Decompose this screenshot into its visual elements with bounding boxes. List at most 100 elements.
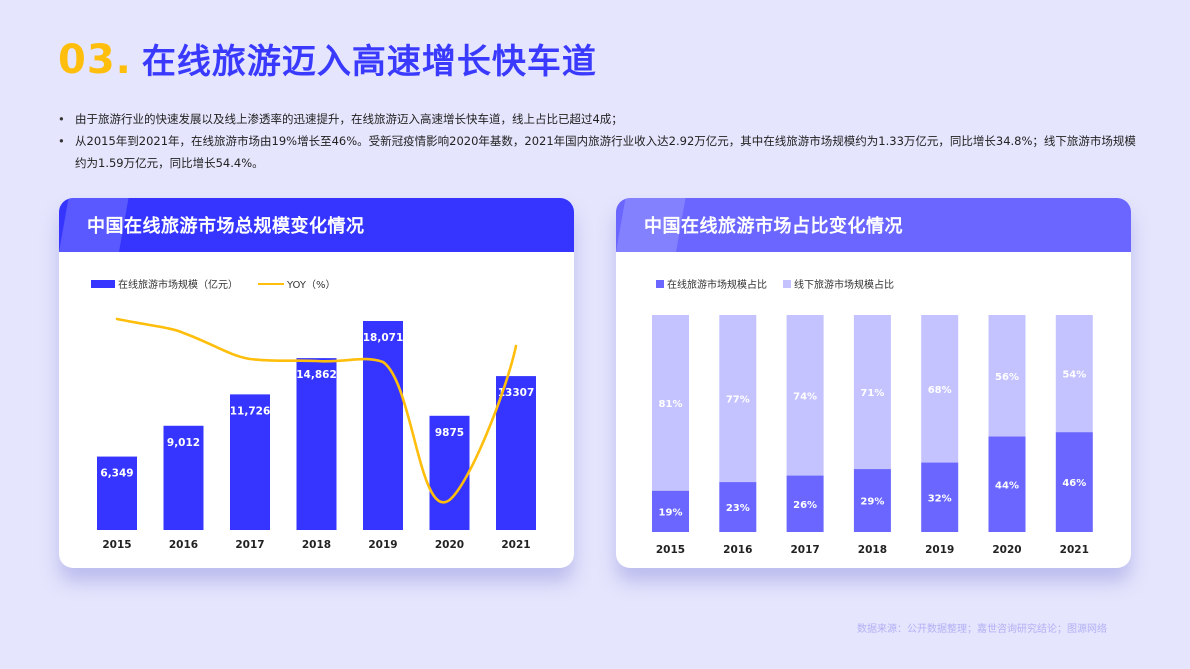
market-size-card: 中国在线旅游市场总规模变化情况 在线旅游市场规模（亿元） YOY（%） 6,34… — [59, 198, 574, 568]
bar-segment-online — [1055, 432, 1093, 532]
bar-value-label: 18,071 — [363, 332, 404, 344]
legend-item-yoy: YOY（%） — [244, 276, 336, 291]
online-share-label: 29% — [860, 497, 884, 508]
bar — [163, 425, 204, 530]
online-share-label: 23% — [726, 503, 750, 514]
offline-share-label: 68% — [928, 385, 952, 396]
bar-segment-offline — [786, 315, 824, 476]
chart-legend: 在线旅游市场规模（亿元） YOY（%） — [91, 276, 336, 291]
data-source-note: 数据来源：公开数据整理；嘉世咨询研究结论；图源网络 — [857, 624, 1107, 635]
bullet-item: 由于旅游行业的快速发展以及线上渗透率的迅速提升，在线旅游迈入高速增长快车道，线上… — [58, 108, 1138, 130]
market-share-card: 中国在线旅游市场占比变化情况 在线旅游市场规模占比 线下旅游市场规模占比 81%… — [616, 198, 1131, 568]
bullet-list: 由于旅游行业的快速发展以及线上渗透率的迅速提升，在线旅游迈入高速增长快车道，线上… — [58, 108, 1138, 174]
x-axis-label: 2015 — [656, 544, 685, 556]
bar-group: 11,726 2017 — [230, 394, 271, 551]
bar — [97, 456, 137, 530]
online-share-label: 26% — [793, 500, 817, 511]
bar-segment-offline — [921, 315, 959, 463]
section-title: 在线旅游迈入高速增长快车道 — [141, 42, 597, 82]
legend-label: 在线旅游市场规模占比 — [667, 280, 767, 291]
bar — [496, 376, 536, 530]
bar — [296, 358, 337, 530]
legend-swatch-bar — [91, 279, 115, 288]
bar-segment-offline — [719, 315, 757, 483]
offline-share-label: 54% — [1062, 370, 1086, 381]
legend-swatch-offline — [783, 279, 791, 288]
bar-segment-online — [988, 436, 1026, 532]
offline-share-label: 77% — [726, 395, 750, 406]
online-share-label: 44% — [995, 480, 1019, 491]
bar-segment-online — [921, 462, 959, 532]
online-share-label: 32% — [928, 493, 952, 504]
bar-group: 9,012 2016 — [163, 425, 204, 551]
chart-legend: 在线旅游市场规模占比 线下旅游市场规模占比 — [656, 276, 894, 291]
stacked-bar: 77% 23% 2016 — [719, 315, 757, 556]
stacked-bar: 74% 26% 2017 — [786, 315, 824, 556]
stacked-bar: 68% 32% 2019 — [921, 315, 959, 556]
offline-share-label: 71% — [860, 388, 884, 399]
bar — [230, 394, 270, 530]
x-axis-label: 2018 — [302, 539, 331, 551]
page-title: 03. 在线旅游迈入高速增长快车道 — [58, 34, 597, 84]
legend-label: 在线旅游市场规模（亿元） — [118, 280, 238, 291]
legend-label: YOY（%） — [287, 280, 336, 291]
bar-value-label: 13307 — [498, 387, 535, 399]
bar-value-label: 9,012 — [167, 437, 200, 449]
stacked-bar: 81% 19% 2015 — [652, 315, 689, 556]
offline-share-label: 56% — [995, 372, 1019, 383]
x-axis-label: 2017 — [790, 544, 819, 556]
card-header: 中国在线旅游市场总规模变化情况 — [59, 198, 574, 252]
bar-segment-offline — [652, 315, 689, 491]
legend-swatch-line — [258, 282, 284, 285]
bar-segment-online — [652, 490, 689, 532]
bar-value-label: 6,349 — [100, 468, 133, 480]
bar-group: 14,862 2018 — [296, 358, 337, 551]
bar — [363, 321, 403, 530]
legend-item-market-size: 在线旅游市场规模（亿元） — [91, 276, 238, 291]
section-number: 03. — [58, 37, 132, 83]
bar-segment-online — [786, 475, 824, 532]
x-axis-label: 2019 — [925, 544, 954, 556]
online-share-label: 46% — [1062, 478, 1086, 489]
x-axis-label: 2017 — [235, 539, 264, 551]
bar-group: 18,071 2019 — [363, 321, 404, 551]
legend-label: 线下旅游市场规模占比 — [794, 280, 894, 291]
x-axis-label: 2015 — [102, 539, 131, 551]
bar — [429, 415, 470, 530]
yoy-line — [115, 317, 518, 504]
stacked-bar: 71% 29% 2018 — [853, 315, 891, 556]
x-axis-label: 2016 — [169, 539, 198, 551]
bar-segment-offline — [988, 315, 1026, 437]
card-header: 中国在线旅游市场占比变化情况 — [616, 198, 1131, 252]
online-share-label: 19% — [659, 507, 683, 518]
legend-item-online: 在线旅游市场规模占比 — [656, 276, 767, 291]
stacked-bar: 56% 44% 2020 — [988, 315, 1026, 556]
bar-value-label: 9875 — [435, 427, 464, 439]
legend-swatch-online — [656, 279, 664, 288]
legend-item-offline: 线下旅游市场规模占比 — [783, 276, 894, 291]
x-axis-label: 2018 — [858, 544, 887, 556]
x-axis-label: 2020 — [992, 544, 1021, 556]
bar-value-label: 14,862 — [296, 369, 337, 381]
bar-group: 9875 2020 — [429, 415, 470, 551]
bar-group: 6,349 2015 — [97, 456, 137, 551]
card-title: 中国在线旅游市场占比变化情况 — [644, 216, 903, 237]
card-title: 中国在线旅游市场总规模变化情况 — [87, 216, 365, 237]
bar-segment-offline — [1055, 315, 1093, 433]
market-share-chart: 81% 19% 2015 77% 23% 2016 74% 26% 2017 71% 29% 2018… — [652, 315, 1093, 556]
bar-segment-online — [719, 482, 757, 532]
market-size-chart: 6,349 2015 9,012 2016 11,726 2017 14,862 2018 18… — [97, 317, 536, 551]
x-axis-label: 2019 — [368, 539, 397, 551]
x-axis-label: 2021 — [501, 539, 530, 551]
bar-value-label: 11,726 — [230, 405, 271, 417]
bar-segment-offline — [853, 315, 891, 470]
bullet-item: 从2015年到2021年，在线旅游市场由19%增长至46%。受新冠疫情影响202… — [58, 130, 1138, 174]
offline-share-label: 81% — [659, 399, 683, 410]
x-axis-label: 2016 — [723, 544, 752, 556]
offline-share-label: 74% — [793, 391, 817, 402]
stacked-bar: 54% 46% 2021 — [1055, 315, 1093, 556]
x-axis-label: 2021 — [1060, 544, 1089, 556]
bar-group: 13307 2021 — [496, 376, 536, 551]
x-axis-label: 2020 — [435, 539, 464, 551]
bar-segment-online — [853, 469, 891, 532]
